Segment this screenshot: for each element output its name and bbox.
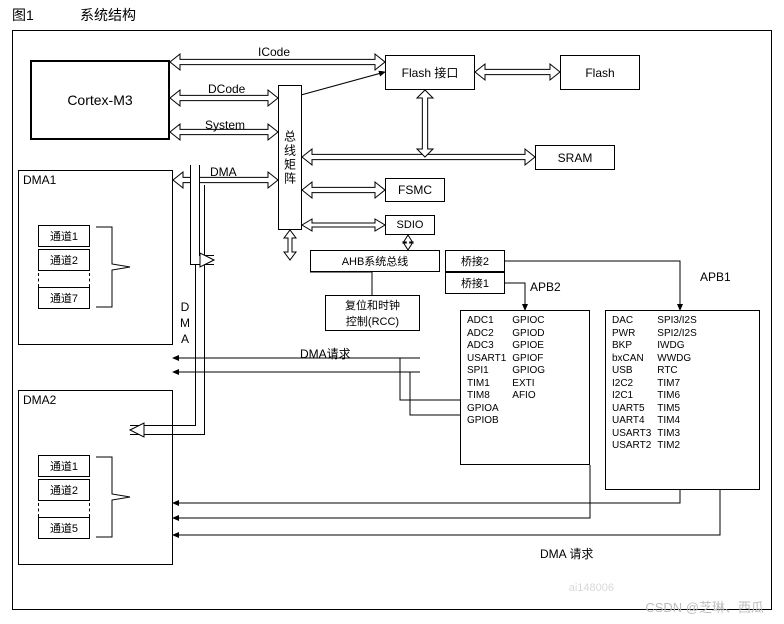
peripheral-item: SPI1: [467, 365, 506, 378]
peripheral-item: ADC3: [467, 340, 506, 353]
label-apb1: APB1: [700, 270, 731, 284]
label-icode: ICode: [258, 45, 290, 59]
peripheral-item: USB: [612, 365, 651, 378]
label-dcode: DCode: [208, 82, 245, 96]
peripheral-item: BKP: [612, 340, 651, 353]
label-dma-h: DMA: [210, 165, 237, 179]
peripheral-item: TIM7: [657, 378, 696, 391]
peripheral-item: SPI3/I2S: [657, 315, 696, 328]
peripheral-item: TIM8: [467, 390, 506, 403]
peripheral-item: UART4: [612, 415, 651, 428]
channel-box: 通道5: [38, 517, 90, 539]
peripheral-item: GPIOC: [512, 315, 545, 328]
block-sdio: SDIO: [385, 215, 435, 235]
block-sram: SRAM: [535, 145, 615, 170]
channel-box: 通道2: [38, 479, 90, 501]
peripheral-item: PWR: [612, 328, 651, 341]
label-dma-req1: DMA请求: [300, 345, 351, 362]
channel-box: 通道1: [38, 455, 90, 477]
block-rcc: 复位和时钟 控制(RCC): [325, 295, 420, 331]
label-apb2: APB2: [530, 280, 561, 294]
label-dma-v: DMA: [178, 300, 192, 348]
peripheral-item: USART3: [612, 428, 651, 441]
peripheral-item: TIM6: [657, 390, 696, 403]
block-bridge1: 桥接1: [445, 272, 505, 294]
peripheral-item: GPIOG: [512, 365, 545, 378]
peripheral-item: EXTI: [512, 378, 545, 391]
peripheral-item: GPIOE: [512, 340, 545, 353]
peripheral-item: USART1: [467, 353, 506, 366]
peripheral-item: I2C1: [612, 390, 651, 403]
peripheral-item: SPI2/I2S: [657, 328, 696, 341]
peripheral-item: GPIOF: [512, 353, 545, 366]
block-flash-if: Flash 接口: [385, 55, 475, 90]
peripheral-item: bxCAN: [612, 353, 651, 366]
peripheral-item: DAC: [612, 315, 651, 328]
block-bridge2: 桥接2: [445, 250, 505, 272]
peripheral-item: RTC: [657, 365, 696, 378]
peripheral-item: ADC1: [467, 315, 506, 328]
peripheral-item: UART5: [612, 403, 651, 416]
apb1-peripherals: DACPWRBKPbxCANUSBI2C2I2C1UART5UART4USART…: [605, 310, 760, 490]
block-ahb-bus: AHB系统总线: [310, 250, 440, 272]
figure-caption-prefix: 图1: [12, 5, 34, 25]
peripheral-item: WWDG: [657, 353, 696, 366]
peripheral-item: TIM5: [657, 403, 696, 416]
watermark-csdn: CSDN @芝琳、西瓜: [645, 597, 764, 616]
channel-box: 通道2: [38, 249, 90, 271]
watermark-id: ai148006: [569, 582, 614, 594]
peripheral-item: TIM2: [657, 440, 696, 453]
peripheral-item: I2C2: [612, 378, 651, 391]
peripheral-item: TIM3: [657, 428, 696, 441]
dma2-label: DMA2: [23, 393, 56, 407]
peripheral-item: GPIOB: [467, 415, 506, 428]
block-bus-matrix: 总线矩阵: [278, 85, 302, 230]
peripheral-item: AFIO: [512, 390, 545, 403]
peripheral-item: USART2: [612, 440, 651, 453]
peripheral-item: IWDG: [657, 340, 696, 353]
bus-matrix-label: 总线矩阵: [282, 130, 299, 186]
channel-box: 通道7: [38, 287, 90, 309]
peripheral-item: ADC2: [467, 328, 506, 341]
peripheral-item: GPIOD: [512, 328, 545, 341]
dma1-label: DMA1: [23, 173, 56, 187]
figure-caption: 系统结构: [80, 5, 136, 25]
diagram-canvas: 图1 系统结构 Cortex-M3 总线矩阵 Flash 接口 Flash SR…: [0, 0, 784, 624]
peripheral-item: TIM1: [467, 378, 506, 391]
apb2-peripherals: ADC1ADC2ADC3USART1SPI1TIM1TIM8GPIOAGPIOB…: [460, 310, 590, 465]
label-system: System: [205, 118, 245, 132]
block-flash: Flash: [560, 55, 640, 90]
block-cortex-m3: Cortex-M3: [30, 60, 170, 140]
peripheral-item: TIM4: [657, 415, 696, 428]
block-fsmc: FSMC: [385, 178, 445, 202]
peripheral-item: GPIOA: [467, 403, 506, 416]
channel-box: 通道1: [38, 225, 90, 247]
label-dma-req2: DMA 请求: [540, 545, 593, 562]
